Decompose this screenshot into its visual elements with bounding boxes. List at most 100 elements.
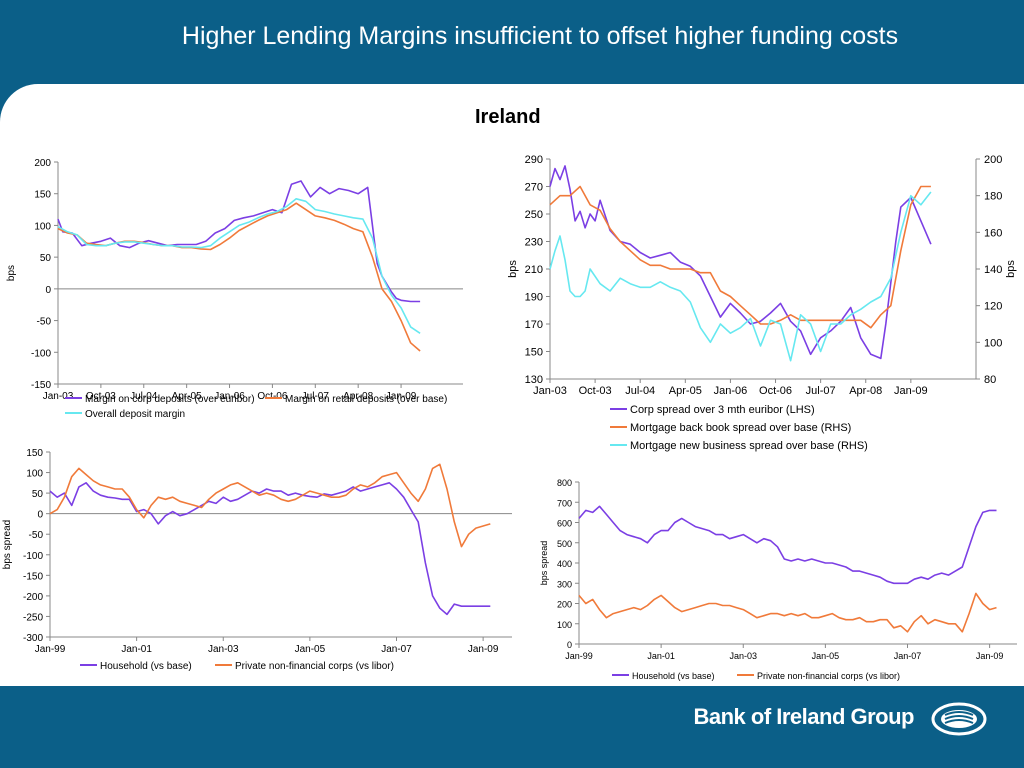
- series-line-2: [49, 463, 491, 548]
- y2-tick-label: 160: [984, 227, 1002, 239]
- y-tick-label: 150: [34, 190, 51, 201]
- x-tick-label: Jul-07: [806, 385, 836, 397]
- series-line-3: [549, 191, 932, 362]
- legend-label: Corp spread over 3 mth euribor (LHS): [630, 404, 815, 416]
- x-tick-label: Jan-05: [295, 644, 326, 655]
- y-tick-label: -150: [23, 571, 43, 582]
- x-tick-label: Apr-08: [849, 385, 882, 397]
- x-tick-label: Jan-01: [121, 644, 152, 655]
- y-tick-label: 100: [557, 620, 572, 630]
- chart-ireland-deposit-margins: -150 -100 -50 0 50 100 150 200 Jan-03 Oct-03 Jul-0…: [0, 150, 490, 430]
- y-axis-label: bps: [507, 260, 519, 278]
- chart-ireland-lending-spreads: 130 150 170 190 210 230 250 270 290 80 100 120 140 16…: [500, 145, 1024, 455]
- header-band: [0, 0, 1024, 86]
- y-tick-label: 210: [525, 264, 543, 276]
- x-tick-label: Jan-09: [894, 385, 928, 397]
- x-tick-label: Jan-05: [812, 651, 840, 661]
- y-tick-label: -150: [31, 380, 51, 391]
- y-tick-label: -250: [23, 612, 43, 623]
- legend-label: Margin on retail deposits (over base): [285, 394, 447, 405]
- y-tick-label: 50: [40, 253, 52, 264]
- y-tick-label: 700: [557, 498, 572, 508]
- chart-background: [0, 440, 520, 684]
- y-tick-label: -50: [37, 317, 52, 328]
- x-tick-label: Oct-03: [579, 385, 612, 397]
- x-tick-label: Oct-06: [759, 385, 792, 397]
- y-tick-label: 150: [525, 347, 543, 359]
- y2-tick-label: 100: [984, 337, 1002, 349]
- legend-label: Margin on corp deposits (over euribor): [85, 394, 255, 405]
- chart-background: [537, 470, 1024, 686]
- brand-name: Bank of Ireland Group: [693, 704, 914, 729]
- y-tick-label: -100: [31, 348, 51, 359]
- legend-label: Household (vs base): [632, 671, 715, 681]
- x-tick-label: Jan-07: [894, 651, 922, 661]
- y-tick-label: 200: [34, 158, 51, 169]
- y2-tick-label: 180: [984, 191, 1002, 203]
- series-line-2: [578, 592, 997, 633]
- y-tick-label: 290: [525, 154, 543, 166]
- footer-band: [0, 686, 1024, 768]
- y2-tick-label: 120: [984, 301, 1002, 313]
- y-axis-label: bps spread: [539, 541, 549, 586]
- y-tick-label: 270: [525, 182, 543, 194]
- y-tick-label: 0: [567, 640, 572, 650]
- y-tick-label: 500: [557, 539, 572, 549]
- y-tick-label: 100: [26, 469, 43, 480]
- y-tick-label: 190: [525, 292, 543, 304]
- y-tick-label: -200: [23, 592, 43, 603]
- y-tick-label: -300: [23, 633, 43, 644]
- x-tick-label: Jan-03: [43, 391, 74, 402]
- y-tick-label: 50: [32, 489, 44, 500]
- x-tick-label: Apr-08: [343, 391, 373, 402]
- slide-title: Higher Lending Margins insufficient to o…: [181, 22, 899, 50]
- y2-tick-label: 200: [984, 154, 1002, 166]
- y2-tick-label: 80: [984, 374, 996, 386]
- y2-axis-label: bps: [1005, 260, 1017, 278]
- chart-background: [0, 150, 490, 430]
- y-tick-label: 250: [525, 209, 543, 221]
- x-tick-label: Jan-06: [714, 385, 748, 397]
- bank-logo-icon: [931, 702, 987, 736]
- y2-tick-label: 140: [984, 264, 1002, 276]
- x-tick-label: Jan-06: [214, 391, 245, 402]
- series-line-1: [578, 505, 997, 585]
- x-tick-label: Oct-06: [257, 391, 287, 402]
- x-tick-label: Jan-09: [976, 651, 1004, 661]
- y-tick-label: -50: [29, 530, 44, 541]
- series-line-3: [57, 197, 421, 334]
- legend-label: Private non-financial corps (vs libor): [235, 661, 394, 672]
- series-line-2: [549, 185, 931, 329]
- x-tick-label: Jan-09: [386, 391, 417, 402]
- legend-label: Overall deposit margin: [85, 409, 185, 420]
- y-tick-label: -100: [23, 551, 43, 562]
- chart-uk-lending-spreads: 0 100 200 300 400 500 600 700 800 Jan-99 Jan-01 Jan…: [537, 470, 1024, 686]
- x-tick-label: Jan-99: [565, 651, 593, 661]
- series-line-1: [549, 165, 932, 360]
- y-axis-label: bps spread: [2, 520, 13, 569]
- x-tick-label: Jan-01: [647, 651, 675, 661]
- x-tick-label: Jan-99: [35, 644, 66, 655]
- y-tick-label: 170: [525, 319, 543, 331]
- legend-label: Household (vs base): [100, 661, 192, 672]
- y-tick-label: 800: [557, 478, 572, 488]
- legend-label: Mortgage back book spread over base (RHS…: [630, 422, 851, 434]
- x-tick-label: Apr-05: [172, 391, 202, 402]
- y-tick-label: 0: [45, 285, 51, 296]
- y-tick-label: 600: [557, 519, 572, 529]
- y-tick-label: 400: [557, 559, 572, 569]
- legend-label: Mortgage new business spread over base (…: [630, 440, 868, 452]
- x-tick-label: Apr-05: [669, 385, 702, 397]
- x-tick-label: Jan-09: [468, 644, 499, 655]
- x-tick-label: Oct-03: [86, 391, 116, 402]
- y-axis-label: bps: [6, 265, 17, 281]
- y-tick-label: 130: [525, 374, 543, 386]
- y-tick-label: 0: [37, 510, 43, 521]
- x-tick-label: Jan-03: [208, 644, 239, 655]
- x-tick-label: Jan-03: [729, 651, 757, 661]
- y-tick-label: 100: [34, 221, 51, 232]
- x-tick-label: Jul-07: [302, 391, 330, 402]
- x-tick-label: Jan-07: [381, 644, 412, 655]
- y-tick-label: 300: [557, 579, 572, 589]
- chart-background: [500, 145, 1024, 455]
